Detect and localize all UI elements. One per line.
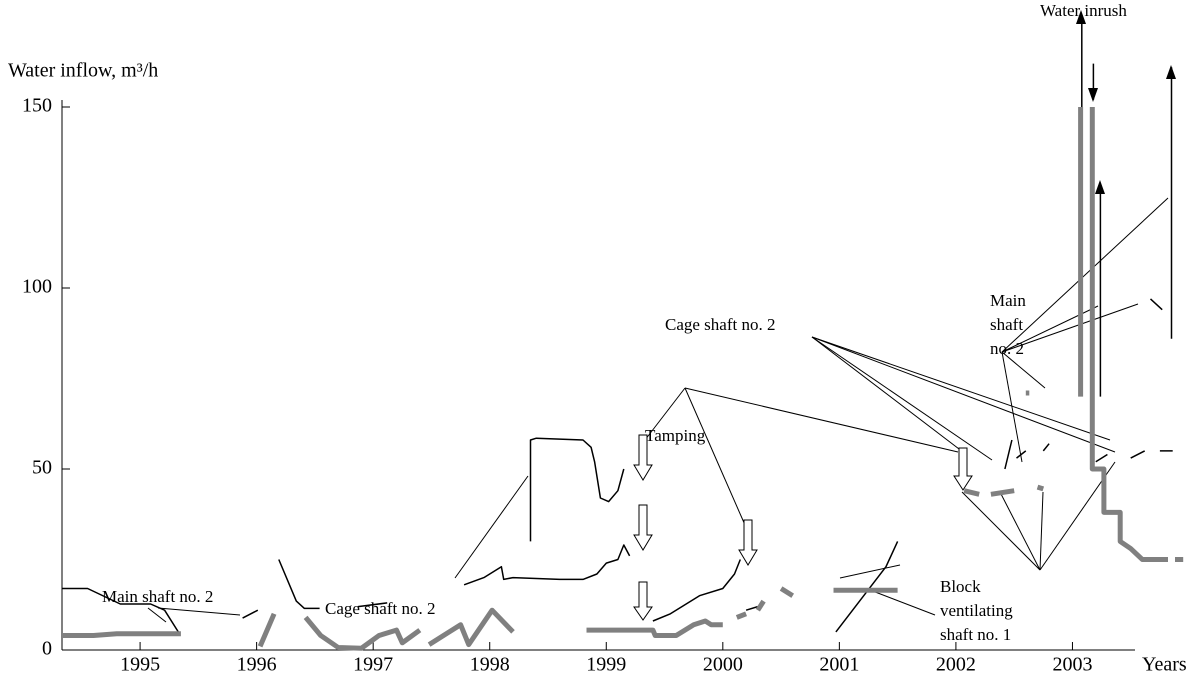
x-tick-label: 1997 bbox=[353, 654, 393, 676]
y-tick-label: 0 bbox=[42, 638, 52, 660]
y-tick-label: 150 bbox=[22, 95, 52, 117]
annotation: shaft bbox=[990, 315, 1023, 334]
annotation: Block bbox=[940, 577, 981, 596]
series-line bbox=[62, 107, 1184, 651]
annotation: Tamping bbox=[645, 426, 706, 445]
annotation: no. 2 bbox=[990, 339, 1024, 358]
annotations: Main shaft no. 2 Cage shaft no. 2 Tamping C… bbox=[102, 1, 1127, 644]
annotation: Cage shaft no. 2 bbox=[325, 599, 435, 618]
x-axis-label: Years bbox=[1142, 654, 1187, 676]
x-tick-label: 2003 bbox=[1052, 654, 1092, 676]
annotation: shaft no. 1 bbox=[940, 625, 1011, 644]
annotation: Cage shaft no. 2 bbox=[665, 315, 775, 334]
annotation: Main bbox=[990, 291, 1026, 310]
annotation: ventilating bbox=[940, 601, 1013, 620]
annotation: Water inrush bbox=[1040, 1, 1127, 20]
x-tick-label: 2001 bbox=[819, 654, 859, 676]
annotation: Main shaft no. 2 bbox=[102, 587, 213, 606]
tamping-arrows bbox=[633, 434, 973, 621]
x-tick-label: 2002 bbox=[936, 654, 976, 676]
series-line bbox=[62, 16, 1173, 635]
x-tick-label: 1998 bbox=[470, 654, 510, 676]
x-tick-label: 1996 bbox=[237, 654, 277, 676]
y-tick-label: 50 bbox=[32, 457, 52, 479]
leader-lines bbox=[147, 197, 1169, 623]
x-tick-label: 1999 bbox=[586, 654, 626, 676]
y-tick-label: 100 bbox=[22, 276, 52, 298]
y-axis-label: Water inflow, m³/h bbox=[8, 60, 158, 82]
x-tick-label: 1995 bbox=[120, 654, 160, 676]
x-tick-label: 2000 bbox=[703, 654, 743, 676]
